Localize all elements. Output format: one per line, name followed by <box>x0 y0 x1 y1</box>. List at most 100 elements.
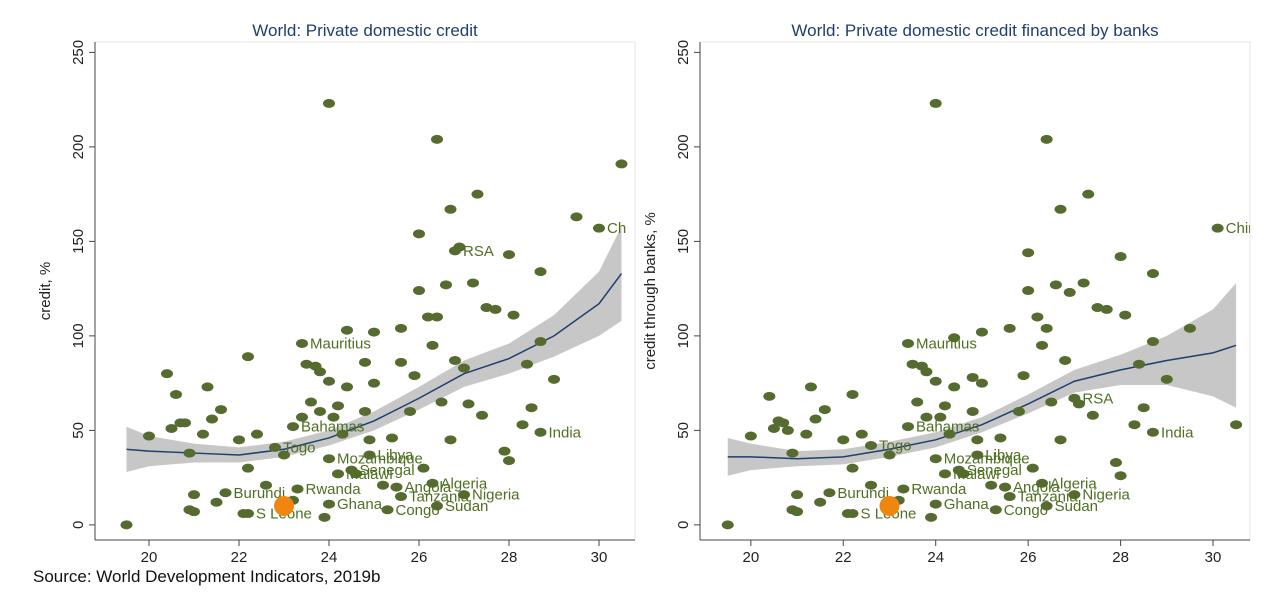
point-label: Bahamas <box>916 419 979 436</box>
point-label: Rwanda <box>911 481 967 498</box>
point-label: Tanzania <box>409 489 470 506</box>
point <box>781 425 794 435</box>
point-label: Congo <box>396 502 440 519</box>
highlight-point <box>879 495 900 516</box>
point-label: Ghana <box>944 496 990 513</box>
point <box>363 435 376 445</box>
point <box>458 363 470 373</box>
point-label: Bahamas <box>301 419 364 436</box>
point <box>458 490 470 500</box>
point <box>570 212 583 222</box>
point <box>865 441 878 451</box>
point <box>1003 492 1016 502</box>
point <box>341 382 353 392</box>
point <box>804 382 817 392</box>
point <box>503 250 515 260</box>
point <box>929 454 942 464</box>
point <box>1114 471 1127 481</box>
point <box>814 497 827 507</box>
point <box>929 98 942 108</box>
point <box>242 352 254 362</box>
point <box>1211 223 1224 233</box>
point <box>883 450 896 460</box>
confidence-band <box>126 226 622 472</box>
point <box>1054 204 1067 214</box>
point <box>188 490 200 500</box>
point <box>1022 286 1035 296</box>
point <box>934 412 947 422</box>
point <box>426 340 439 350</box>
point <box>413 229 425 239</box>
y-tick-label: 200 <box>70 134 87 159</box>
point <box>1146 427 1159 437</box>
point <box>507 310 520 320</box>
point <box>837 435 850 445</box>
point <box>381 505 394 515</box>
point <box>431 134 443 144</box>
x-tick-label: 24 <box>927 549 944 566</box>
point <box>444 435 457 445</box>
point <box>422 312 434 322</box>
y-tick-label: 200 <box>675 134 692 159</box>
point <box>480 303 493 313</box>
point <box>323 98 335 108</box>
point <box>1003 323 1016 333</box>
point-label: Malawi <box>346 466 393 483</box>
point <box>521 359 533 369</box>
point <box>1068 393 1081 403</box>
chart-title: World: Private domestic credit financed … <box>791 21 1158 40</box>
point <box>1119 310 1132 320</box>
y-tick-label: 250 <box>675 40 692 65</box>
point <box>219 488 232 498</box>
point <box>1036 340 1049 350</box>
x-tick-label: 26 <box>1020 549 1037 566</box>
point <box>1082 189 1095 199</box>
point <box>1045 397 1058 407</box>
point-label: Algeria <box>441 475 488 492</box>
x-tick-label: 20 <box>742 549 759 566</box>
point <box>1022 248 1035 258</box>
point <box>345 465 358 475</box>
point <box>260 480 272 490</box>
y-tick-label: 150 <box>70 229 87 254</box>
point <box>929 376 942 386</box>
point <box>170 389 182 399</box>
point <box>1026 463 1039 473</box>
point <box>314 367 326 377</box>
point <box>948 382 961 392</box>
point <box>197 429 209 439</box>
point-label: Togo <box>283 439 316 456</box>
point <box>516 420 529 430</box>
point <box>435 397 448 407</box>
point <box>431 312 443 322</box>
point-label: Libya <box>985 447 1022 464</box>
point <box>800 429 813 439</box>
point <box>971 435 984 445</box>
y-tick-label: 150 <box>675 229 692 254</box>
point <box>791 490 804 500</box>
point <box>948 333 961 343</box>
point-label: Burundi <box>234 485 286 502</box>
point <box>269 442 281 452</box>
panel: 0 50 100 150 200 250 20 22 24 26 28 30 World: Privat… <box>37 21 636 566</box>
point <box>943 429 956 439</box>
point-label: Nigeria <box>1082 487 1130 504</box>
point-label: Burundi <box>837 485 889 502</box>
x-tick-label: 28 <box>1112 549 1129 566</box>
point <box>206 414 218 424</box>
point <box>1040 501 1053 511</box>
source-note: Source: World Development Indicators, 20… <box>33 567 380 586</box>
point <box>846 509 859 519</box>
point <box>938 469 951 479</box>
point-label: Rwanda <box>306 481 362 498</box>
point <box>971 450 984 460</box>
point <box>925 512 938 522</box>
point <box>1100 304 1113 314</box>
fit-line <box>727 344 1237 460</box>
y-tick-label: 50 <box>675 422 692 439</box>
point <box>449 355 461 365</box>
point <box>1040 323 1053 333</box>
point-label: Togo <box>879 438 912 455</box>
point <box>920 412 933 422</box>
